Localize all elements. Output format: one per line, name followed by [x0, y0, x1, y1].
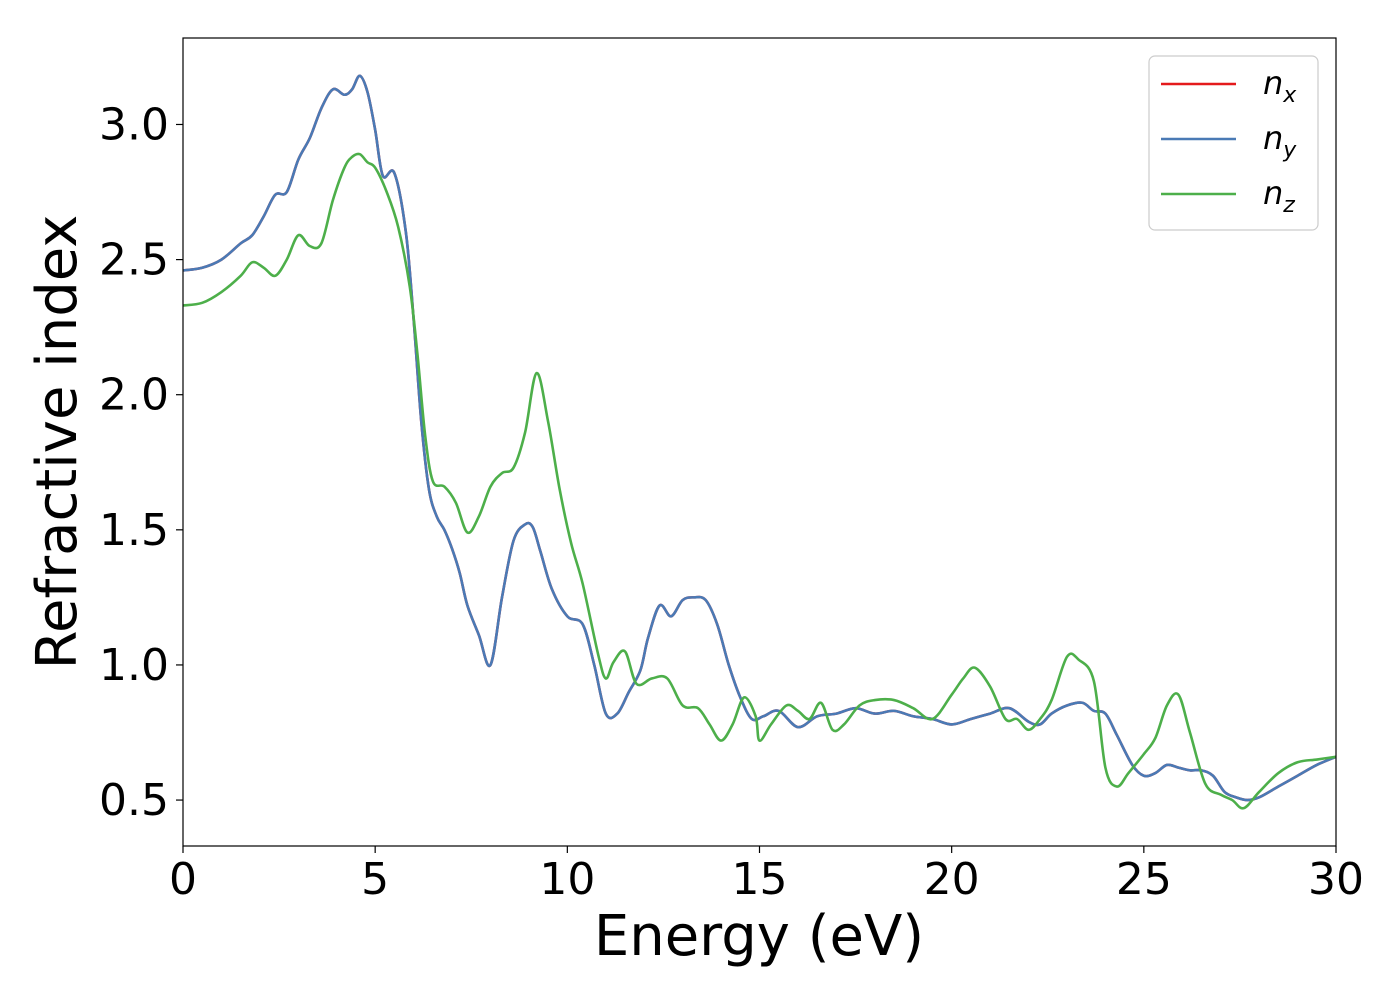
x-axis: 0 5 10 15 20 25 30: [169, 846, 1364, 905]
x-axis-title: Energy (eV): [594, 904, 924, 969]
y-tick-label: 1.5: [99, 505, 169, 556]
y-axis: 0.5 1.0 1.5 2.0 2.5 3.0: [99, 99, 183, 826]
legend-box: [1148, 55, 1319, 231]
series-line-n-y: [183, 74, 1336, 802]
y-tick-label: 0.5: [99, 775, 169, 826]
y-tick-label: 3.0: [99, 99, 169, 150]
x-tick-label: 15: [732, 854, 788, 905]
x-tick-label: 5: [361, 854, 389, 905]
y-tick-label: 2.0: [99, 370, 169, 421]
y-tick-label: 1.0: [99, 640, 169, 691]
x-tick-label: 30: [1308, 854, 1364, 905]
y-axis-title: Refractive index: [25, 215, 90, 670]
x-tick-label: 20: [924, 854, 980, 905]
series-layer: [183, 74, 1336, 810]
series-line-n-z: [183, 152, 1336, 810]
x-tick-label: 10: [539, 854, 595, 905]
y-tick-label: 2.5: [99, 235, 169, 286]
x-tick-label: 0: [169, 854, 197, 905]
x-tick-label: 25: [1116, 854, 1172, 905]
